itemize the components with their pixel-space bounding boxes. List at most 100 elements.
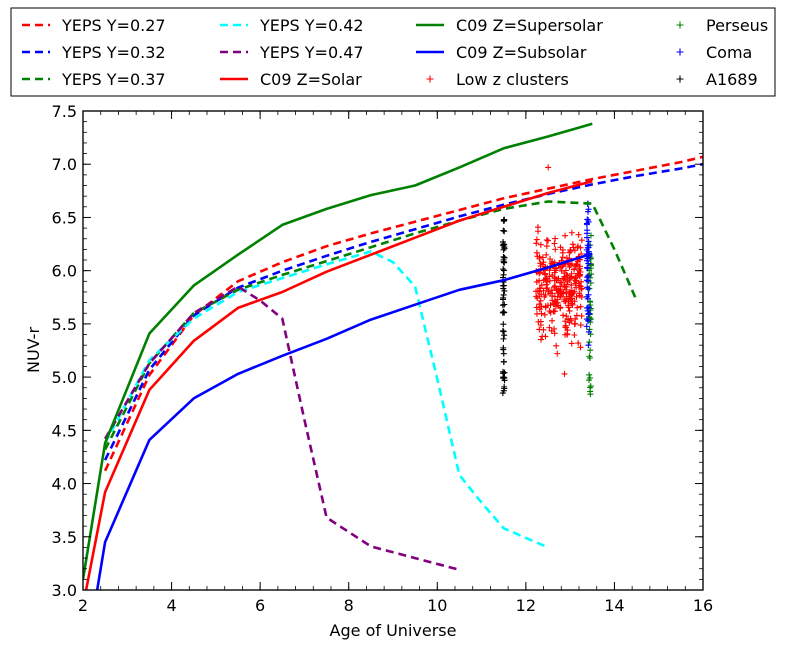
legend-item-low-z-clusters-label: Low z clusters	[456, 70, 569, 89]
scatter-point-low-z-clusters	[558, 290, 565, 297]
scatter-point-low-z-clusters	[544, 278, 551, 285]
scatter-point-low-z-clusters	[561, 370, 568, 377]
series-layer	[83, 122, 703, 590]
scatter-point-low-z-clusters	[543, 251, 550, 258]
scatter-point-coma	[583, 316, 590, 323]
legend-item-yeps-y-0-32-label: YEPS Y=0.32	[61, 43, 166, 62]
scatter-point-low-z-clusters	[573, 284, 580, 291]
scatter-point-perseus	[587, 355, 594, 362]
scatter-point-a1689	[501, 369, 508, 376]
scatter-point-a1689	[500, 294, 507, 301]
scatter-point-perseus	[587, 347, 594, 354]
scatter-point-perseus	[586, 371, 593, 378]
scatter-point-a1689	[500, 358, 507, 365]
scatter-point-a1689	[500, 266, 507, 273]
scatter-point-perseus	[586, 339, 593, 346]
scatter-point-low-z-clusters	[551, 325, 558, 332]
scatter-point-low-z-clusters	[564, 327, 571, 334]
series-line-yeps-y-0-42	[103, 250, 549, 549]
scatter-point-a1689	[500, 246, 507, 253]
scatter-point-low-z-clusters	[572, 316, 579, 323]
x-tick-label: 14	[604, 596, 624, 615]
scatter-point-low-z-clusters	[547, 256, 554, 263]
series-line-c09-z-solar	[84, 180, 593, 590]
scatter-point-low-z-clusters	[547, 290, 554, 297]
scatter-point-coma	[583, 323, 590, 330]
scatter-point-a1689	[499, 309, 506, 316]
scatter-point-low-z-clusters	[562, 276, 569, 283]
scatter-point-low-z-clusters	[545, 237, 552, 244]
scatter-point-low-z-clusters	[536, 326, 543, 333]
scatter-point-coma	[585, 206, 592, 213]
scatter-point-low-z-clusters	[545, 164, 552, 171]
scatter-point-a1689	[501, 228, 508, 235]
scatter-point-coma	[584, 305, 591, 312]
legend-item-perseus-label: Perseus	[706, 16, 768, 35]
scatter-point-low-z-clusters	[557, 304, 564, 311]
scatter-point-low-z-clusters	[536, 253, 543, 260]
scatter-point-low-z-clusters	[551, 284, 558, 291]
scatter-point-perseus	[586, 374, 593, 381]
scatter-point-a1689	[500, 227, 507, 234]
legend-item-c09-z-solar-label: C09 Z=Solar	[260, 70, 362, 89]
scatter-point-low-z-clusters	[538, 310, 545, 317]
y-tick-label: 3.0	[52, 581, 77, 600]
legend-item-yeps-y-0-42-label: YEPS Y=0.42	[259, 16, 364, 35]
legend-item-low-z-clusters-marker	[426, 75, 434, 83]
scatter-point-low-z-clusters	[566, 307, 573, 314]
series-line-yeps-y-0-32	[103, 162, 703, 461]
scatter-point-low-z-clusters	[537, 263, 544, 270]
scatter-point-a1689	[500, 328, 507, 335]
scatter-point-low-z-clusters	[574, 304, 581, 311]
plot-area: 2 4 6 8 10 12 14 16 3.0 3.5 4.0 4.5 5.0 5.5 6.0 6.5 7.0 7…	[52, 102, 714, 615]
scatter-point-coma	[584, 244, 591, 251]
scatter-point-low-z-clusters	[536, 277, 543, 284]
scatter-point-low-z-clusters	[543, 275, 550, 282]
scatter-point-low-z-clusters	[573, 312, 580, 319]
series-line-yeps-y-0-47	[103, 285, 460, 572]
scatter-point-low-z-clusters	[577, 344, 584, 351]
scatter-point-low-z-clusters	[549, 259, 556, 266]
scatter-point-low-z-clusters	[541, 293, 548, 300]
scatter-point-a1689	[500, 321, 507, 328]
scatter-point-low-z-clusters	[577, 322, 584, 329]
scatter-point-coma	[584, 274, 591, 281]
scatter-point-coma	[585, 291, 592, 298]
y-tick-label: 5.5	[52, 315, 77, 334]
scatter-point-low-z-clusters	[538, 291, 545, 298]
scatter-point-low-z-clusters	[561, 270, 568, 277]
legend-item-a1689-marker	[676, 75, 684, 83]
scatter-point-low-z-clusters	[537, 336, 544, 343]
scatter-point-low-z-clusters	[543, 243, 550, 250]
scatter-point-low-z-clusters	[576, 265, 583, 272]
scatter-point-perseus	[588, 232, 595, 239]
scatter-point-low-z-clusters	[551, 308, 558, 315]
scatter-point-a1689	[501, 301, 508, 308]
scatter-point-low-z-clusters	[553, 342, 560, 349]
scatter-point-a1689	[500, 271, 507, 278]
scatter-point-low-z-clusters	[543, 281, 550, 288]
scatter-point-low-z-clusters	[568, 340, 575, 347]
scatter-point-low-z-clusters	[544, 285, 551, 292]
scatter-point-low-z-clusters	[575, 231, 582, 238]
legend-item-a1689-label: A1689	[706, 70, 758, 89]
scatter-point-low-z-clusters	[533, 304, 540, 311]
scatter-point-low-z-clusters	[563, 289, 570, 296]
scatter-point-a1689	[501, 241, 508, 248]
scatter-point-low-z-clusters	[566, 293, 573, 300]
scatter-point-low-z-clusters	[573, 261, 580, 268]
axes-ticks: 2 4 6 8 10 12 14 16 3.0 3.5 4.0 4.5 5.0 5.5 6.0 6.5 7.0 7…	[52, 102, 714, 615]
scatter-point-low-z-clusters	[537, 322, 544, 329]
scatter-point-low-z-clusters	[578, 237, 585, 244]
scatter-point-low-z-clusters	[533, 293, 540, 300]
scatter-point-low-z-clusters	[553, 277, 560, 284]
y-axis-title: NUV-r	[24, 327, 43, 373]
scatter-point-low-z-clusters	[537, 241, 544, 248]
legend-item-perseus-marker	[676, 21, 684, 29]
x-tick-label: 8	[344, 596, 354, 615]
scatter-point-low-z-clusters	[568, 287, 575, 294]
plot-border	[82, 110, 704, 591]
scatter-point-a1689	[499, 327, 506, 334]
scatter-point-a1689	[500, 387, 507, 394]
